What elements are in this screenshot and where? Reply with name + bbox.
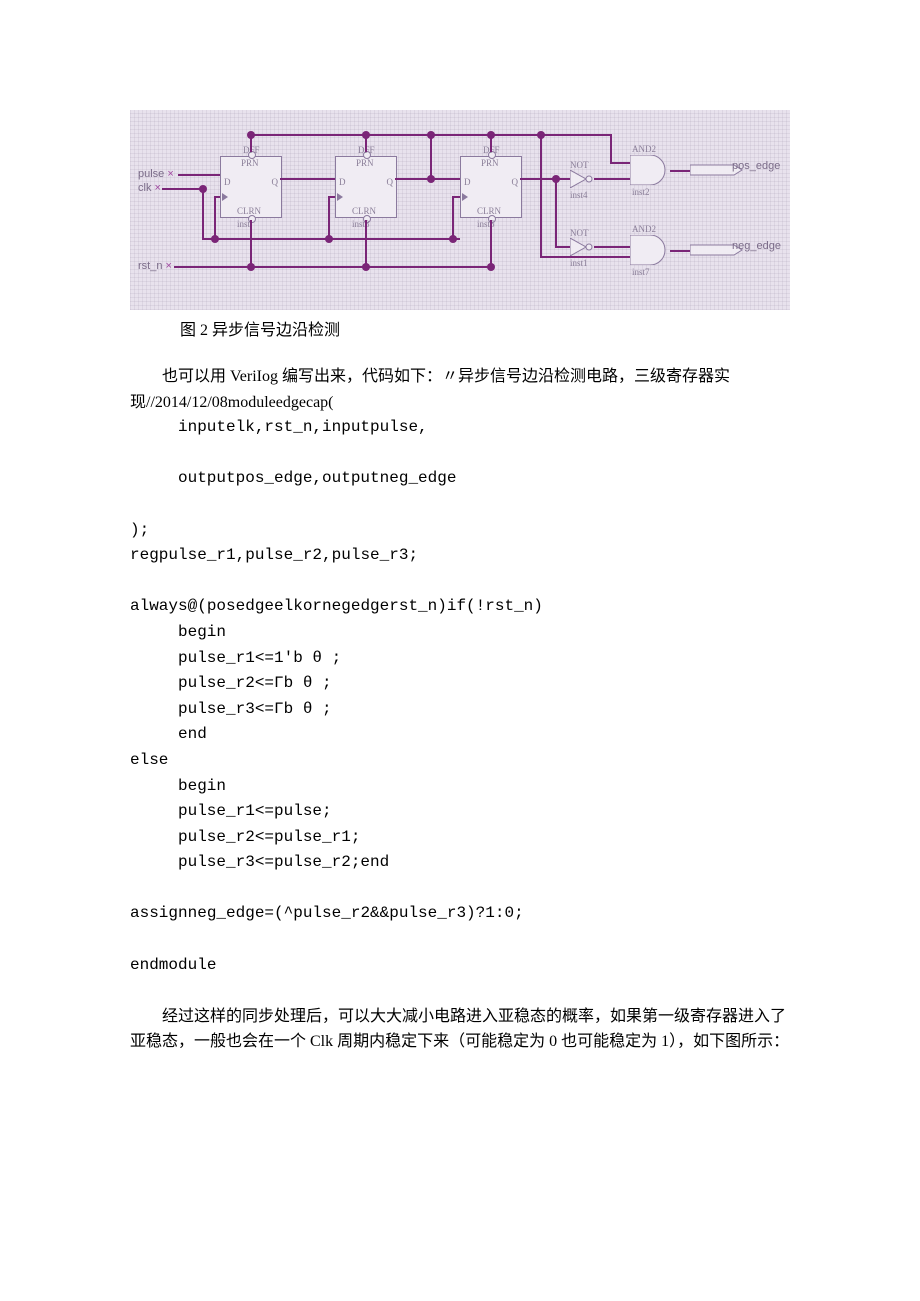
not2-inst: inst1 — [570, 258, 588, 268]
and2-type: AND2 — [632, 224, 656, 234]
code-line: begin — [178, 620, 790, 646]
port-neg-edge: neg_edge — [732, 240, 781, 252]
paragraph-2: 经过这样的同步处理后，可以大大减小电路进入亚稳态的概率，如果第一级寄存器进入了亚… — [130, 1004, 790, 1055]
port-pos-edge: pos_edge — [732, 160, 780, 172]
not1-type: NOT — [570, 160, 589, 170]
code-line: always@(posedgeelkornegedgerst_n)if(!rst… — [130, 594, 790, 620]
code-line: inputelk,rst_n,inputpulse, — [178, 415, 790, 441]
and1-inst: inst2 — [632, 187, 650, 197]
figure-caption-real: 图 2 异步信号边沿检测 — [180, 316, 790, 340]
code-line: pulse_r2<=Γb θ ; — [178, 671, 790, 697]
not1-inst: inst4 — [570, 190, 588, 200]
port-rstn-label: rst_n × — [138, 260, 172, 272]
code-line: begin — [178, 774, 790, 800]
port-pulse-label: pulse × — [138, 168, 174, 180]
dff-2: DFF PRN D Q CLRN inst3 — [335, 156, 397, 218]
dff-1: DFF PRN D Q CLRN inst — [220, 156, 282, 218]
code-line: pulse_r3<=pulse_r2;end — [178, 850, 790, 876]
and2-inst: inst7 — [632, 267, 650, 277]
code-line: else — [130, 748, 790, 774]
code-line: pulse_r1<=pulse; — [178, 799, 790, 825]
code-line: assignneg_edge=(^pulse_r2&&pulse_r3)?1:0… — [130, 901, 790, 927]
not-gate-1 — [570, 170, 594, 188]
dff-3: DFF PRN D Q CLRN inst5 — [460, 156, 522, 218]
code-line: regpulse_r1,pulse_r2,pulse_r3; — [130, 543, 790, 569]
port-clk-label: clk × — [138, 182, 161, 194]
code-line: ); — [130, 518, 790, 544]
code-line: endmodule — [130, 953, 790, 979]
not2-type: NOT — [570, 228, 589, 238]
code-line: pulse_r1<=1'b θ ; — [178, 646, 790, 672]
and-gate-1 — [630, 155, 672, 185]
and-gate-2 — [630, 235, 672, 265]
paragraph-1: 也可以用 VeriIog 编写出来，代码如下：〃异步信号边沿检测电路，三级寄存器… — [130, 364, 790, 415]
circuit-diagram: pulse × clk × rst_n × DFF PRN D Q CLRN i… — [130, 110, 790, 310]
not-gate-2 — [570, 238, 594, 256]
code-line: pulse_r3<=Γb θ ; — [178, 697, 790, 723]
code-line: pulse_r2<=pulse_r1; — [178, 825, 790, 851]
and1-type: AND2 — [632, 144, 656, 154]
code-line: outputpos_edge,outputneg_edge — [178, 466, 790, 492]
code-line: end — [178, 722, 790, 748]
